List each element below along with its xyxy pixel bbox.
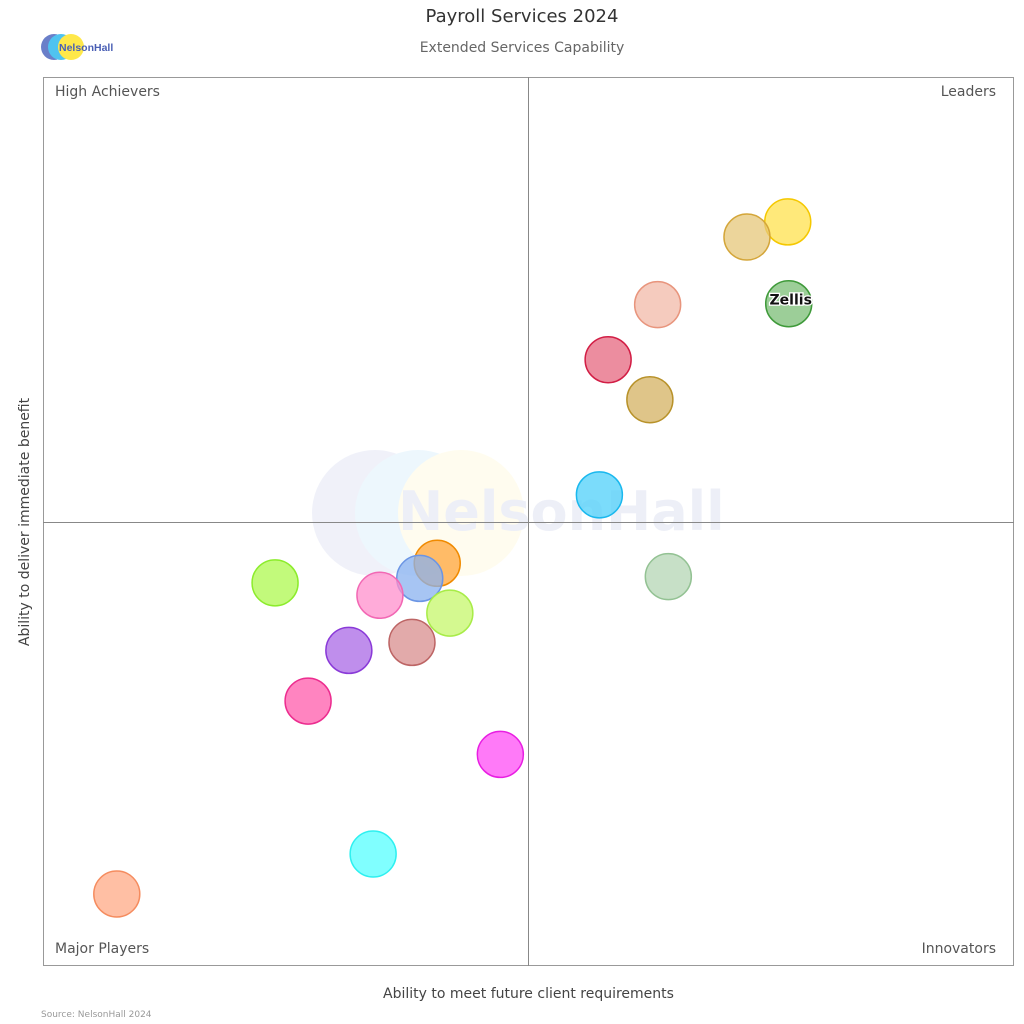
logo-text: NelsonHall xyxy=(59,42,113,54)
quadrant-label-innovators: Innovators xyxy=(921,941,996,957)
bubble[interactable] xyxy=(395,554,444,603)
quadrant-label-leaders: Leaders xyxy=(940,84,996,100)
bubble[interactable] xyxy=(575,471,624,519)
bubble[interactable] xyxy=(251,559,299,607)
logo-circle-yellow xyxy=(58,34,84,60)
bubble[interactable] xyxy=(284,677,332,725)
bubble[interactable] xyxy=(476,730,525,779)
bubble[interactable] xyxy=(356,571,404,620)
chart-subtitle: Extended Services Capability xyxy=(419,40,625,56)
source-note: Source: NelsonHall 2024 xyxy=(41,1010,152,1020)
bubble[interactable] xyxy=(349,830,397,878)
nelsonhall-logo: NelsonHall xyxy=(41,34,113,60)
bubble[interactable] xyxy=(644,552,693,601)
bubble[interactable] xyxy=(325,626,373,675)
bubble[interactable] xyxy=(723,213,771,261)
quadrant-label-major-players: Major Players xyxy=(55,941,150,957)
bubble[interactable] xyxy=(584,335,632,384)
y-axis-label: Ability to deliver immediate benefit xyxy=(17,397,33,647)
chart-title: Payroll Services 2024 xyxy=(425,6,619,27)
bubble[interactable] xyxy=(93,870,141,918)
bubble[interactable] xyxy=(626,375,674,424)
bubble[interactable] xyxy=(764,198,812,246)
bubble[interactable] xyxy=(426,589,474,637)
watermark-text: NelsonHall xyxy=(398,480,725,543)
bubble[interactable] xyxy=(388,618,436,667)
bubble-layer: Zellis xyxy=(93,198,813,918)
quadrant-label-high-achievers: High Achievers xyxy=(55,84,160,100)
bubble[interactable] xyxy=(633,280,682,329)
x-axis-label: Ability to meet future client requiremen… xyxy=(383,986,674,1002)
bubble-zellis[interactable] xyxy=(764,279,813,328)
bubble-label: Zellis xyxy=(770,293,812,309)
